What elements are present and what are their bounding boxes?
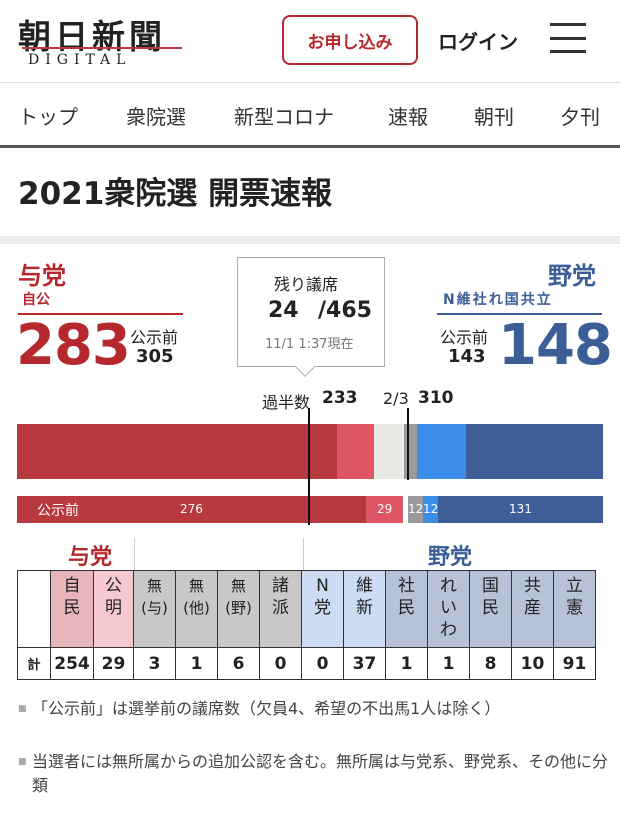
ruling-pre-count: 305: [136, 346, 174, 367]
pre-segment-gap: [403, 496, 408, 523]
pre-election-seats-bar: 276 29 12 12 131 公示前: [17, 496, 603, 523]
remaining-label: 残り議席: [274, 275, 339, 294]
header-divider: [0, 82, 620, 83]
tab-breaking[interactable]: 速報: [388, 105, 428, 129]
party-seat-count-cell: 6: [217, 647, 260, 680]
opposition-seat-count: 148: [498, 313, 613, 378]
opposition-parties: N維社れ国共立: [443, 292, 553, 308]
majority-line: [308, 408, 310, 525]
pre-segment-independent: 12: [408, 496, 423, 523]
main-segment-independent: [404, 424, 417, 479]
pre-label-komei: 29: [377, 502, 393, 516]
party-name-cell: 無 (与): [133, 570, 176, 648]
signup-button[interactable]: お申し込み: [282, 15, 418, 65]
party-seat-count-cell: 91: [553, 647, 596, 680]
majority-label: 過半数: [262, 393, 311, 412]
ruling-label: 与党: [18, 262, 66, 290]
party-name-cell: 社 民: [385, 570, 428, 648]
main-segment-opp-major: [466, 424, 603, 479]
logo-subtitle: DIGITAL: [28, 52, 132, 68]
party-name-cell: 立 憲: [553, 570, 596, 648]
party-name-cell: 自 民: [50, 570, 94, 648]
two-thirds-label: 2/3: [383, 389, 409, 408]
two-thirds-line: [407, 408, 409, 480]
party-name-cell: れ い わ: [427, 570, 470, 648]
party-name-cell: N 党: [301, 570, 344, 648]
tab-evening[interactable]: 夕刊: [560, 105, 600, 129]
party-name-cell: 無 (野): [217, 570, 260, 648]
logo-underline: [22, 47, 182, 49]
table-corner-cell: [17, 570, 51, 648]
total-label-cell: 計: [17, 647, 51, 680]
party-seat-count-cell: 1: [175, 647, 218, 680]
pre-bar-title: 公示前: [37, 503, 79, 519]
pre-label-ldp: 276: [180, 502, 203, 516]
ruling-seat-count: 283: [16, 313, 131, 378]
party-seat-count-cell: 10: [511, 647, 554, 680]
party-seat-count-cell: 1: [427, 647, 470, 680]
party-name-cell: 共 産: [511, 570, 554, 648]
table-group-ruling: 与党: [68, 545, 113, 570]
party-name-cell: 公 明: [93, 570, 134, 648]
pre-label-independent: 12: [408, 502, 424, 516]
opposition-pre-count: 143: [448, 346, 486, 367]
party-seat-count-cell: 1: [385, 647, 428, 680]
note-independents: 当選者には無所属からの追加公認を含む。無所属は与党系、野党系、その他に分類: [18, 750, 608, 798]
table-group-opposition: 野党: [428, 545, 473, 570]
opposition-underline: [437, 313, 602, 315]
main-segment-remaining: [374, 424, 404, 479]
main-segment-komei: [337, 424, 374, 479]
group-divider: [134, 538, 135, 570]
remaining-seats-box: [237, 257, 385, 367]
party-name-cell: 無 (他): [175, 570, 218, 648]
hamburger-menu-icon[interactable]: [550, 23, 586, 53]
login-link[interactable]: ログイン: [438, 30, 518, 54]
tab-covid[interactable]: 新型コロナ: [234, 105, 334, 129]
note-pre-election: 「公示前」は選挙前の議席数（欠員4、希望の不出馬1人は除く）: [18, 697, 608, 721]
ruling-pre-label: 公示前: [130, 328, 179, 347]
party-seat-count-cell: 8: [469, 647, 512, 680]
party-seat-count-cell: 254: [50, 647, 94, 680]
remaining-total: /465: [318, 298, 372, 323]
tab-morning[interactable]: 朝刊: [474, 105, 514, 129]
main-segment-ldp: [17, 424, 337, 479]
party-seat-count-cell: 0: [259, 647, 302, 680]
pre-label-opp-major: 131: [509, 502, 532, 516]
main-segment-opp-minor: [417, 424, 466, 479]
group-divider: [303, 538, 304, 570]
party-name-cell: 諸 派: [259, 570, 302, 648]
party-seat-count-cell: 3: [133, 647, 176, 680]
party-name-cell: 国 民: [469, 570, 512, 648]
page-title: 2021衆院選 開票速報: [18, 176, 333, 212]
remaining-count: 24: [268, 298, 299, 323]
party-count-row: 計 254 29 3 1 6 0 0 37 1 1 8 10 91: [17, 647, 596, 680]
party-seat-count-cell: 29: [93, 647, 134, 680]
pre-segment-opp-major: 131: [438, 496, 603, 523]
ruling-underline: [18, 313, 183, 315]
tab-divider: [0, 145, 620, 148]
party-seat-count-cell: 0: [301, 647, 344, 680]
party-name-cell: 維 新: [343, 570, 386, 648]
opposition-pre-label: 公示前: [440, 328, 489, 347]
ruling-parties: 自公: [22, 292, 50, 308]
current-seats-bar: [17, 424, 603, 479]
pre-label-opp-minor: 12: [423, 502, 439, 516]
pre-segment-opp-minor: 12: [423, 496, 438, 523]
section-divider: [0, 236, 620, 244]
opposition-label: 野党: [548, 262, 596, 290]
party-seat-count-cell: 37: [343, 647, 386, 680]
logo[interactable]: 朝日新聞: [18, 17, 166, 56]
tab-top[interactable]: トップ: [18, 105, 78, 129]
two-thirds-value: 310: [418, 388, 454, 408]
tab-election[interactable]: 衆院選: [126, 105, 186, 129]
pre-segment-komei: 29: [366, 496, 403, 523]
pre-segment-ldp: 276: [17, 496, 366, 523]
update-timestamp: 11/1 1:37現在: [265, 337, 354, 352]
majority-value: 233: [322, 388, 358, 408]
